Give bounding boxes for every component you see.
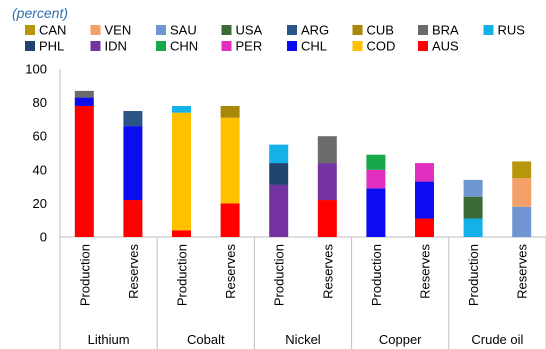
legend-swatch-idn [90, 41, 101, 51]
legend-label-sau: SAU [170, 23, 197, 38]
bar-segment-aus [220, 203, 240, 237]
legend-swatch-arg [287, 25, 297, 35]
bar-segment-chl [366, 188, 386, 237]
bar-segment-aus [172, 230, 191, 237]
bar-segment-chl [415, 181, 434, 219]
legend-swatch-chn [156, 41, 166, 51]
bars [74, 90, 532, 238]
x-tick-label-production: Production [175, 244, 190, 306]
legend-label-bra: BRA [432, 23, 459, 38]
x-tick-label-reserves: Reserves [223, 244, 238, 299]
legend-label-phl: PHL [39, 39, 64, 54]
legend-swatch-cub [352, 25, 363, 35]
x-tick-label-reserves: Reserves [126, 244, 141, 299]
legend-swatch-cod [352, 41, 363, 51]
legend-swatch-sau [156, 25, 166, 35]
group-label-copper: Copper [379, 332, 422, 347]
bar-segment-chl [74, 97, 94, 106]
y-tick-label: 100 [25, 62, 47, 77]
bar-segment-chn [366, 154, 386, 170]
bar-segment-ven [512, 178, 532, 207]
legend-swatch-bra [418, 25, 428, 35]
bar-segment-bra [74, 90, 94, 98]
x-axis-labels: Production Reserves Production Reserves Prod… [59, 237, 546, 349]
bar-segment-cod [220, 117, 240, 204]
legend-label-arg: ARG [301, 23, 329, 38]
group-label-lithium: Lithium [88, 332, 130, 347]
bar-segment-aus [415, 218, 434, 237]
x-tick-label-reserves: Reserves [320, 244, 335, 299]
legend-swatch-rus [483, 25, 494, 35]
x-tick-label-production: Production [272, 244, 287, 306]
bar-segment-usa [463, 196, 483, 219]
x-tick-label-reserves: Reserves [418, 244, 433, 299]
bar-segment-arg [123, 111, 143, 127]
legend-label-chl: CHL [301, 39, 327, 54]
bar-segment-idn [269, 184, 289, 237]
bar-segment-sau [463, 179, 483, 197]
bar-segment-cod [172, 112, 191, 231]
bar-segment-per [366, 169, 386, 189]
legend-swatch-usa [221, 25, 232, 35]
bar-segment-cub [220, 105, 240, 118]
legend-swatch-ven [90, 25, 101, 35]
bar-segment-rus [463, 218, 483, 237]
group-label-crude-oil: Crude oil [471, 332, 523, 347]
bar-segment-rus [172, 105, 191, 113]
legend-label-usa: USA [236, 23, 263, 38]
x-tick-label-production: Production [77, 244, 92, 306]
y-tick-label: 40 [33, 162, 47, 177]
bar-segment-aus [317, 200, 337, 237]
bar-segment-idn [317, 163, 337, 201]
legend-label-chn: CHN [170, 39, 198, 54]
bar-segment-can [512, 161, 532, 179]
legend-swatch-chl [287, 41, 297, 51]
bar-segment-aus [123, 200, 143, 237]
bar-segment-sau [512, 206, 532, 237]
bar-segment-chl [123, 126, 143, 201]
legend-swatch-per [221, 41, 232, 51]
x-tick-label-reserves: Reserves [515, 244, 530, 299]
y-tick-label: 80 [33, 95, 47, 110]
group-label-nickel: Nickel [285, 332, 321, 347]
y-tick-label: 60 [33, 129, 47, 144]
legend-label-aus: AUS [432, 39, 459, 54]
legend-label-ven: VEN [105, 23, 132, 38]
x-tick-label-production: Production [466, 244, 481, 306]
y-tick-label: 0 [40, 230, 47, 245]
bar-segment-aus [74, 105, 94, 238]
legend-label-can: CAN [39, 23, 66, 38]
group-label-cobalt: Cobalt [187, 332, 225, 347]
legend-swatch-aus [418, 41, 428, 51]
legend-label-per: PER [236, 39, 263, 54]
legend-label-idn: IDN [105, 39, 127, 54]
legend-label-cub: CUB [367, 23, 394, 38]
unit-label: (percent) [12, 5, 68, 21]
bar-segment-per [415, 163, 434, 182]
legend: CAN VEN SAU USA ARG CUB BRA RUS PHL IDN CHN PER CHL C… [25, 23, 525, 54]
legend-swatch-phl [25, 41, 35, 51]
legend-label-cod: COD [367, 39, 396, 54]
bar-segment-bra [317, 136, 337, 164]
y-tick-label: 20 [33, 196, 47, 211]
x-tick-label-production: Production [369, 244, 384, 306]
bar-segment-phl [269, 163, 289, 185]
legend-label-rus: RUS [498, 23, 526, 38]
legend-swatch-can [25, 25, 35, 35]
bar-segment-rus [269, 144, 289, 164]
